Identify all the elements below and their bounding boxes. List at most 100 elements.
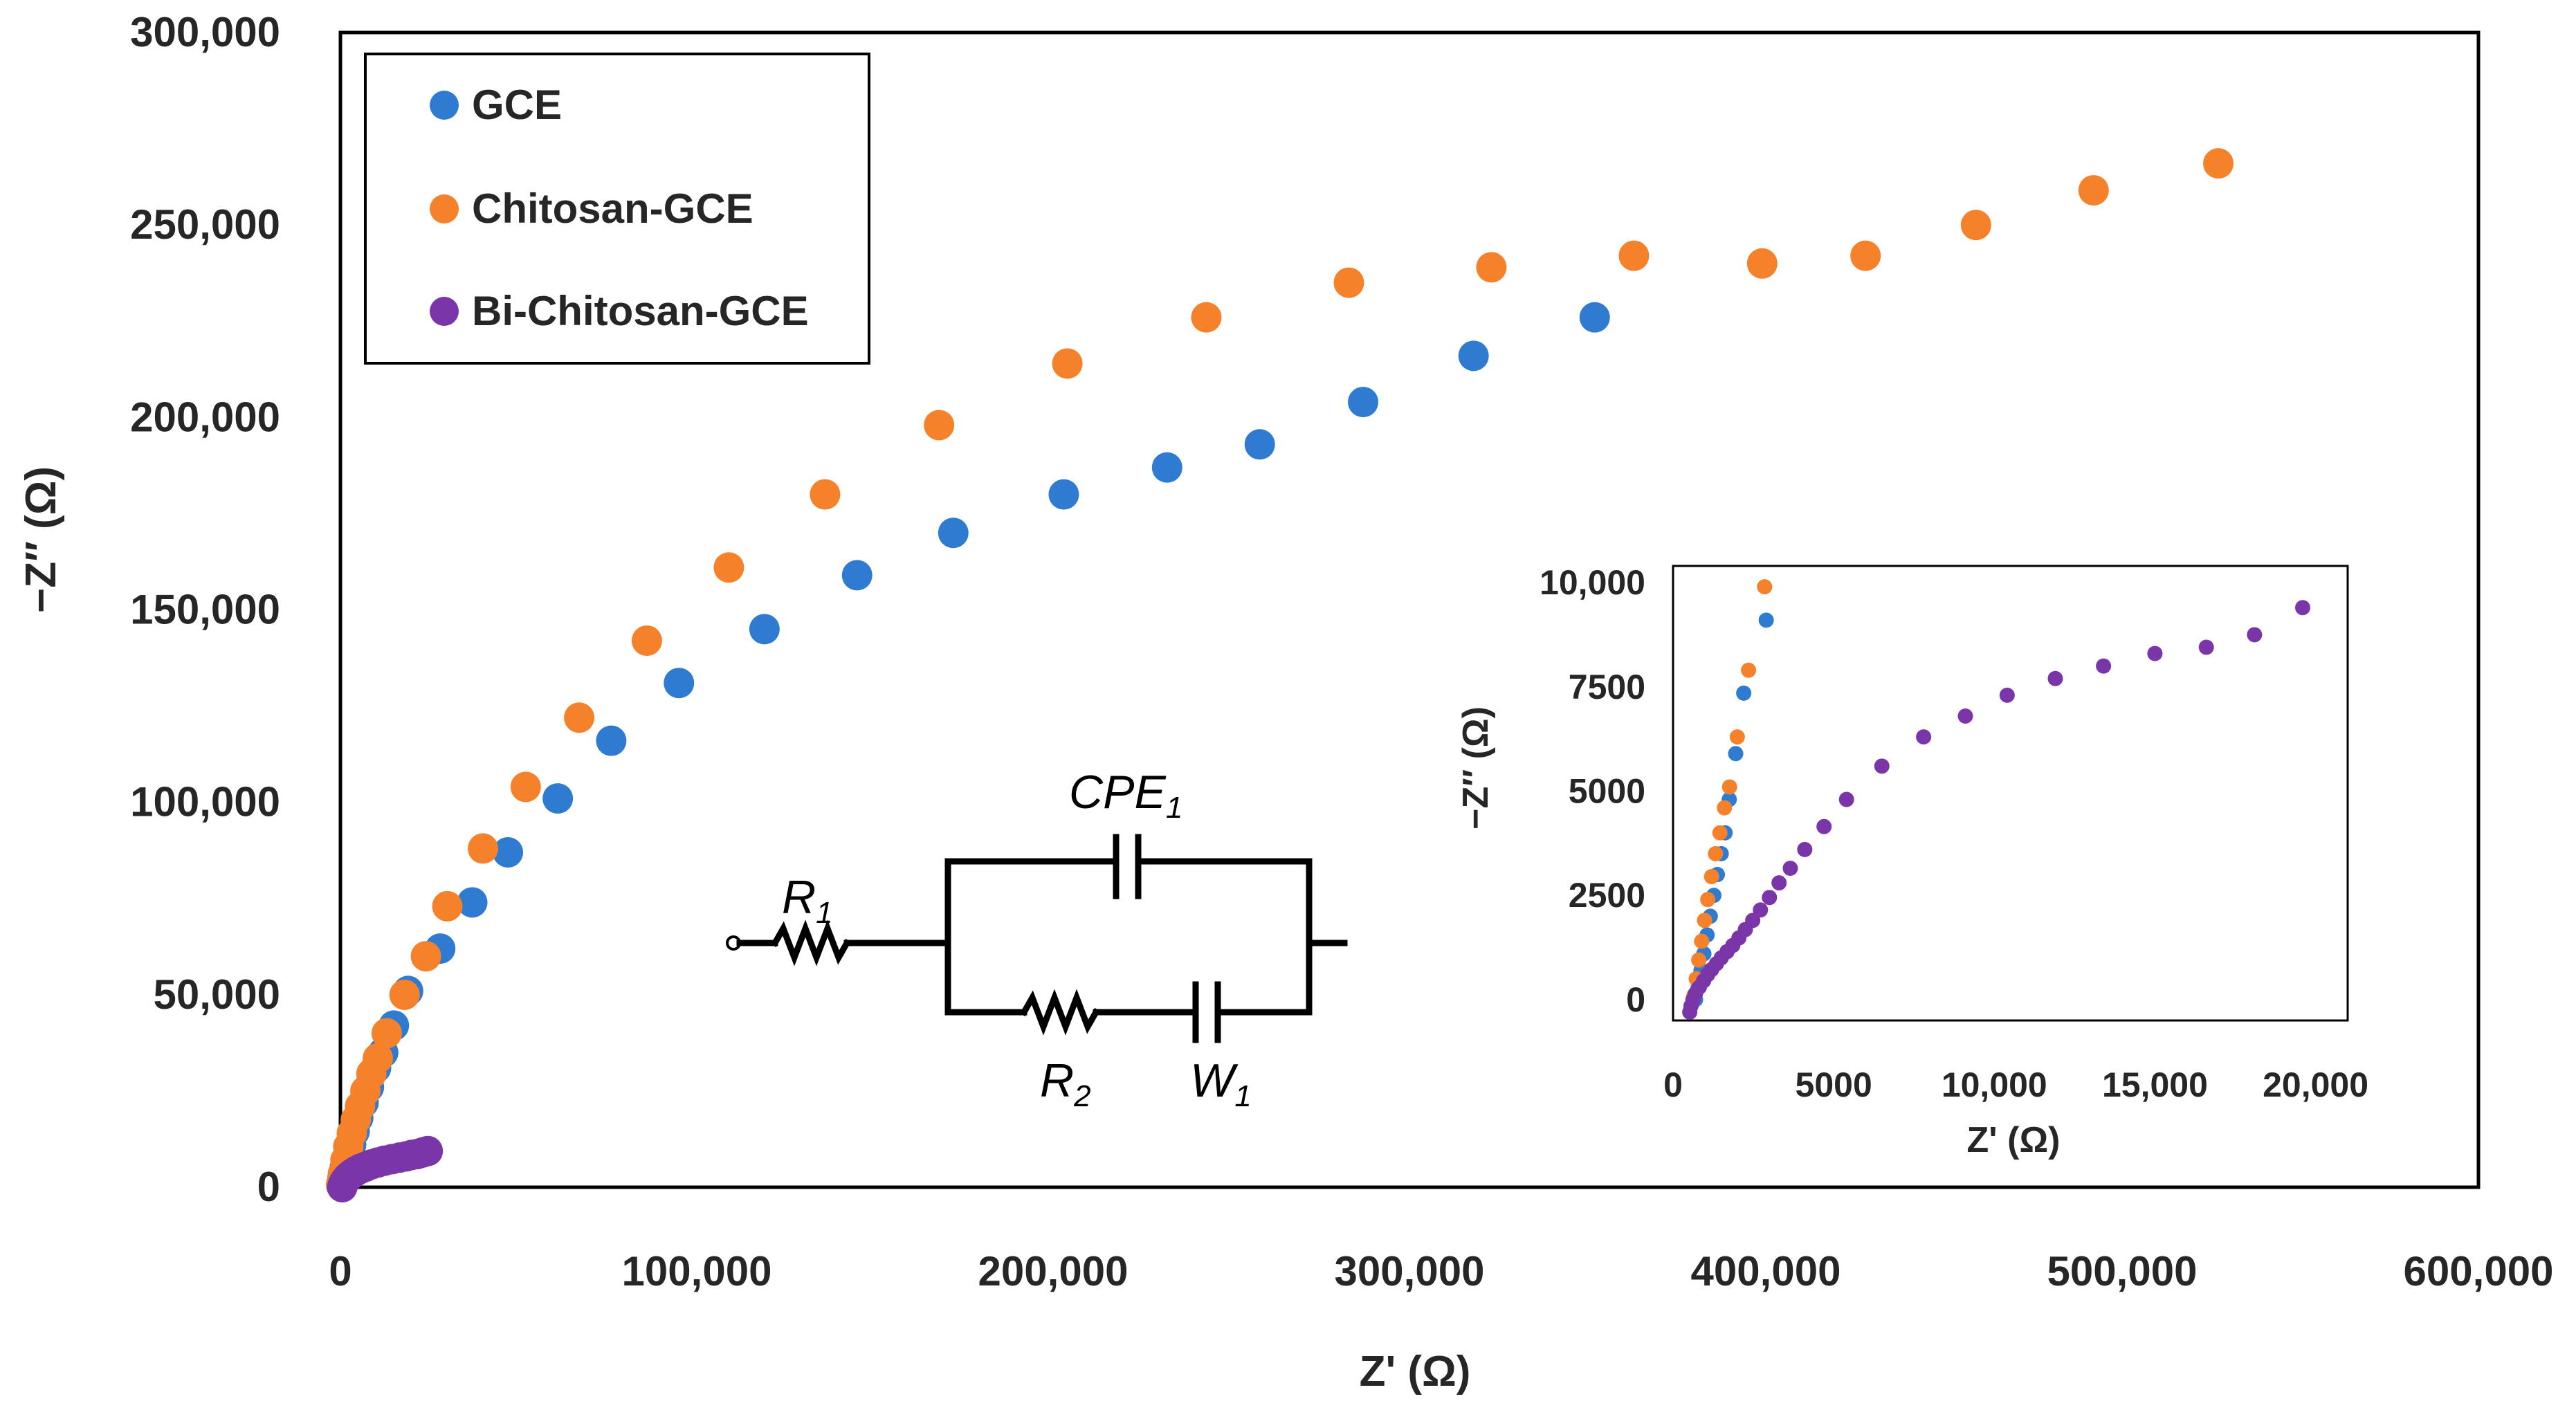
main-point-gce	[1579, 302, 1610, 333]
legend-marker-gce	[430, 91, 459, 120]
main-point-gce	[938, 518, 969, 549]
inset-point-bi-chitosan-gce	[1957, 708, 1973, 724]
inset-point-chitosan-gce	[1717, 800, 1733, 816]
main-y-tick-label: 200,000	[130, 394, 280, 440]
inset-point-bi-chitosan-gce	[2147, 646, 2163, 661]
circuit-label-r2: R2	[1040, 1054, 1091, 1113]
inset-point-bi-chitosan-gce	[2247, 627, 2263, 643]
main-y-tick-labels: 0 50,000 100,000 150,000 200,000 250,000 300,0…	[130, 9, 280, 1210]
inset-y-tick-label: 2500	[1569, 876, 1645, 915]
inset-x-tick-label: 0	[1663, 1065, 1683, 1104]
main-point-gce	[1348, 387, 1379, 418]
main-data-points	[326, 148, 2234, 1202]
main-point-chitosan-gce	[410, 941, 441, 972]
inset-point-gce	[1728, 746, 1744, 762]
main-point-chitosan-gce	[1191, 302, 1222, 333]
inset-point-chitosan-gce	[1694, 933, 1710, 949]
inset-point-gce	[1736, 685, 1752, 701]
main-point-chitosan-gce	[2203, 148, 2234, 179]
equivalent-circuit-labels: R1 CPE1 R2 W1	[782, 766, 1252, 1113]
inset-point-bi-chitosan-gce	[2198, 639, 2214, 655]
inset-y-tick-label: 5000	[1569, 771, 1645, 810]
inset-point-bi-chitosan-gce	[1797, 841, 1813, 857]
main-point-chitosan-gce	[1052, 348, 1083, 379]
main-point-chitosan-gce	[432, 890, 463, 922]
inset-y-tick-labels: 0 2500 5000 7500 10,000	[1540, 563, 1645, 1019]
inset-x-tick-labels: 0 5000 10,000 15,000 20,000	[1663, 1065, 2368, 1104]
main-point-chitosan-gce	[924, 410, 955, 441]
main-point-gce	[457, 887, 488, 918]
main-x-tick-label: 600,000	[2404, 1248, 2554, 1294]
inset-point-chitosan-gce	[1708, 845, 1724, 861]
main-x-tick-labels: 0 100,000 200,000 300,000 400,000 500,000 600,…	[329, 1248, 2553, 1294]
main-y-tick-label: 300,000	[130, 9, 280, 55]
inset-chart: 0 2500 5000 7500 10,000 0 5000 10,000 15,000 20,…	[1456, 563, 2368, 1160]
main-series-bi-chitosan-gce	[327, 1135, 444, 1202]
main-y-axis-title: −Z″ (Ω)	[17, 466, 65, 613]
main-point-chitosan-gce	[389, 979, 420, 1010]
inset-point-bi-chitosan-gce	[1771, 875, 1787, 891]
legend-label-bi-chitosan-gce: Bi-Chitosan-GCE	[472, 288, 809, 334]
circuit-label-r1: R1	[782, 871, 833, 930]
inset-point-chitosan-gce	[1700, 892, 1716, 908]
main-y-tick-label: 50,000	[153, 971, 280, 1018]
main-point-chitosan-gce	[1850, 240, 1881, 271]
main-y-tick-label: 150,000	[130, 587, 280, 633]
main-y-tick-label: 250,000	[130, 201, 280, 248]
main-y-tick-label: 100,000	[130, 779, 280, 825]
inset-y-tick-label: 10,000	[1540, 563, 1645, 602]
main-chart: 0 50,000 100,000 150,000 200,000 250,000 300,0…	[17, 9, 2553, 1395]
inset-point-bi-chitosan-gce	[1916, 729, 1932, 745]
inset-x-axis-title: Z' (Ω)	[1967, 1120, 2061, 1160]
main-point-chitosan-gce	[510, 771, 541, 803]
inset-point-chitosan-gce	[1703, 869, 1719, 885]
inset-y-tick-label: 0	[1626, 980, 1645, 1019]
inset-point-chitosan-gce	[1697, 913, 1712, 928]
legend-marker-bi-chitosan-gce	[430, 297, 459, 326]
inset-point-bi-chitosan-gce	[1745, 913, 1761, 928]
main-point-gce	[596, 725, 627, 756]
circuit-label-w1: W1	[1190, 1054, 1252, 1113]
main-point-gce	[664, 668, 695, 699]
main-x-tick-label: 400,000	[1691, 1248, 1841, 1294]
main-x-tick-label: 0	[329, 1248, 351, 1294]
main-point-gce	[1458, 340, 1489, 372]
main-point-gce	[1151, 452, 1182, 483]
equivalent-circuit-diagram	[726, 834, 1348, 1043]
inset-point-bi-chitosan-gce	[1874, 758, 1890, 774]
main-plot-frame	[338, 30, 2481, 1189]
resistor-r1-symbol	[770, 919, 852, 967]
main-point-gce	[1048, 479, 1079, 510]
inset-data-points	[1682, 579, 2310, 1020]
inset-point-chitosan-gce	[1741, 662, 1757, 678]
main-x-tick-label: 200,000	[978, 1248, 1129, 1294]
main-point-chitosan-gce	[1618, 240, 1650, 271]
inset-point-bi-chitosan-gce	[2295, 600, 2310, 616]
resistor-r2-symbol	[1019, 989, 1101, 1036]
circuit-label-cpe1: CPE1	[1069, 766, 1182, 825]
legend-marker-chitosan-gce	[430, 194, 459, 223]
inset-y-axis-title: −Z″ (Ω)	[1456, 706, 1496, 830]
inset-plot-frame	[1672, 565, 2349, 1022]
main-point-gce	[1244, 429, 1275, 460]
main-point-gce	[841, 560, 873, 591]
inset-point-bi-chitosan-gce	[1753, 902, 1769, 918]
main-x-tick-label: 100,000	[622, 1248, 772, 1294]
inset-x-tick-label: 5000	[1796, 1065, 1872, 1104]
main-point-chitosan-gce	[1476, 252, 1507, 283]
inset-point-gce	[1758, 612, 1774, 628]
main-point-chitosan-gce	[1333, 267, 1364, 298]
main-y-tick-label: 0	[257, 1164, 280, 1210]
inset-point-bi-chitosan-gce	[1816, 818, 1832, 834]
main-point-chitosan-gce	[1960, 210, 1991, 241]
inset-x-tick-label: 15,000	[2102, 1065, 2208, 1104]
main-point-gce	[493, 836, 524, 868]
main-series-chitosan-gce	[326, 148, 2234, 1200]
inset-series-bi-chitosan-gce	[1682, 600, 2310, 1020]
inset-y-tick-label: 7500	[1569, 668, 1645, 706]
inset-point-chitosan-gce	[1729, 729, 1745, 745]
inset-point-chitosan-gce	[1712, 825, 1728, 841]
main-point-chitosan-gce	[468, 833, 498, 864]
inset-point-chitosan-gce	[1691, 952, 1707, 968]
main-point-bi-chitosan-gce	[412, 1135, 444, 1166]
